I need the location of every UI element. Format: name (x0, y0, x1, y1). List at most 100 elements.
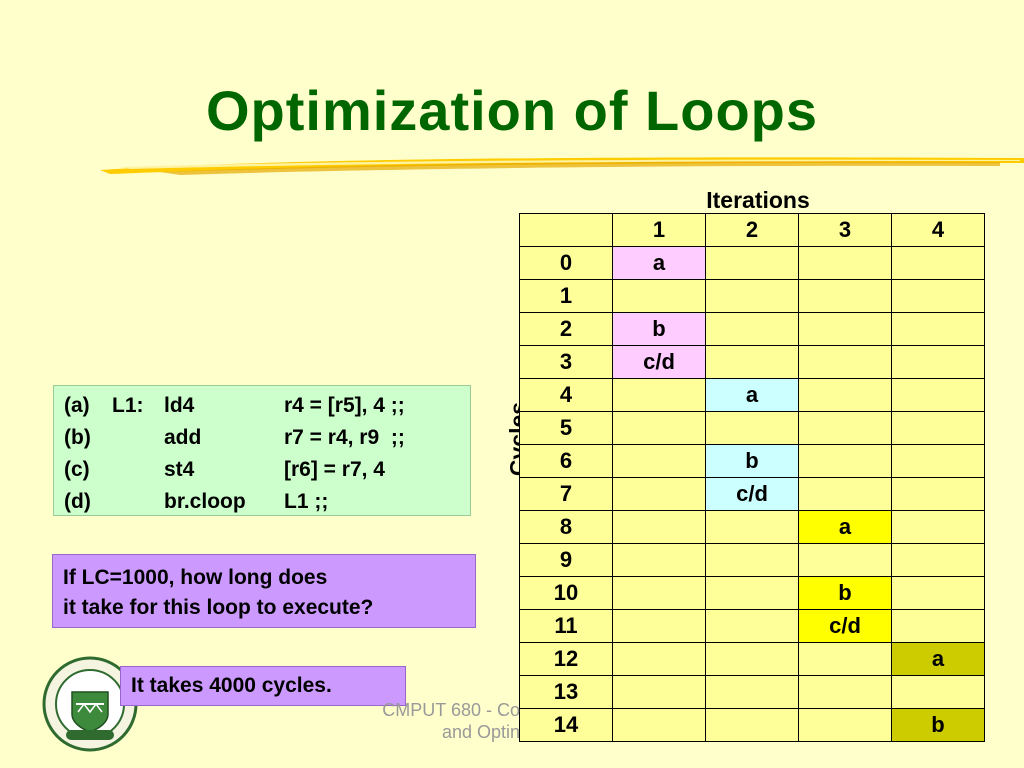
schedule-cell (705, 543, 799, 577)
table-row: 13 (519, 675, 985, 709)
schedule-cell (612, 576, 706, 610)
code-line: (c) st4 [r6] = r7, 4 (64, 458, 460, 490)
table-row: 1 (519, 279, 985, 313)
schedule-cell (705, 708, 799, 742)
schedule-cell (705, 576, 799, 610)
schedule-cell (612, 510, 706, 544)
code-opcode: add (164, 426, 202, 449)
schedule-cell (891, 279, 985, 313)
schedule-cell: a (612, 246, 706, 280)
schedule-cell (798, 444, 892, 478)
code-line: (b) add r7 = r4, r9 ;; (64, 426, 460, 458)
schedule-cell (705, 345, 799, 379)
schedule-cell (612, 378, 706, 412)
schedule-cell (891, 510, 985, 544)
schedule-cell (612, 543, 706, 577)
footer-course-text-line2: and Optin (441, 722, 520, 742)
schedule-cell (612, 477, 706, 511)
answer-box: It takes 4000 cycles. (120, 666, 406, 706)
cycle-number-cell: 13 (519, 675, 613, 709)
question-line: If LC=1000, how long does (63, 566, 328, 589)
schedule-cell: b (705, 444, 799, 478)
schedule-cell (891, 543, 985, 577)
schedule-cell (891, 675, 985, 709)
schedule-cell (612, 675, 706, 709)
cycle-number-cell: 14 (519, 708, 613, 742)
footer-course-text: CMPUT 680 - Co (382, 700, 520, 720)
schedule-cell (798, 675, 892, 709)
code-opcode: br.cloop (164, 490, 246, 513)
code-listing: (a) L1: ld4 r4 = [r5], 4 ;; (b) add r7 = r4, r… (53, 385, 471, 516)
code-operands: L1 ;; (284, 490, 329, 513)
code-line: (a) L1: ld4 r4 = [r5], 4 ;; (64, 394, 460, 426)
table-row: 10 b (519, 576, 985, 610)
cycle-number-cell: 7 (519, 477, 613, 511)
question-line: it take for this loop to execute? (63, 596, 374, 619)
schedule-cell (705, 312, 799, 346)
cycle-number-cell: 2 (519, 312, 613, 346)
code-label: (c) (64, 458, 90, 481)
schedule-cell (891, 312, 985, 346)
code-line: (d) br.cloop L1 ;; (64, 490, 460, 522)
schedule-cell (798, 708, 892, 742)
schedule-cell (705, 246, 799, 280)
table-row: 9 (519, 543, 985, 577)
cycle-number-cell: 0 (519, 246, 613, 280)
schedule-cell (798, 477, 892, 511)
cycle-number-cell: 12 (519, 642, 613, 676)
schedule-cell: b (612, 312, 706, 346)
schedule-cell (891, 246, 985, 280)
schedule-cell: b (891, 708, 985, 742)
iteration-header-cell: 2 (705, 213, 799, 247)
schedule-cell: b (798, 576, 892, 610)
schedule-cell (705, 642, 799, 676)
schedule-cell: a (798, 510, 892, 544)
cycle-number-cell: 5 (519, 411, 613, 445)
schedule-cell (705, 609, 799, 643)
schedule-cell (891, 411, 985, 445)
schedule-cell (612, 708, 706, 742)
schedule-cell (891, 345, 985, 379)
schedule-cell (798, 279, 892, 313)
schedule-cell (798, 642, 892, 676)
code-opcode: ld4 (164, 394, 195, 417)
schedule-cell: c/d (705, 477, 799, 511)
page-title: Optimization of Loops (205, 79, 819, 142)
iteration-header-cell: 3 (798, 213, 892, 247)
schedule-cell (612, 444, 706, 478)
cycle-number-cell: 3 (519, 345, 613, 379)
question-box: If LC=1000, how long does it take for th… (52, 554, 476, 628)
title-underline-decoration (100, 157, 1024, 175)
table-row: 12 a (519, 642, 985, 676)
code-operands: r7 = r4, r9 ;; (284, 426, 405, 449)
schedule-cell: c/d (798, 609, 892, 643)
cycle-number-cell: 10 (519, 576, 613, 610)
schedule-cell: a (891, 642, 985, 676)
schedule-cell (798, 312, 892, 346)
code-label: (a) (64, 394, 90, 417)
schedule-cell (705, 510, 799, 544)
table-row: 5 (519, 411, 985, 445)
cycle-number-cell: 9 (519, 543, 613, 577)
code-operands: [r6] = r7, 4 (284, 458, 385, 481)
schedule-cell: c/d (612, 345, 706, 379)
schedule-cell (891, 609, 985, 643)
table-row: 11 c/d (519, 609, 985, 643)
table-row: 7 c/d (519, 477, 985, 511)
schedule-cell (705, 279, 799, 313)
cycle-number-cell: 8 (519, 510, 613, 544)
iteration-header-cell: 1 (612, 213, 706, 247)
code-operands: r4 = [r5], 4 ;; (284, 394, 405, 417)
schedule-cell (798, 378, 892, 412)
code-label: (b) (64, 426, 91, 449)
iterations-label: Iterations (706, 187, 810, 213)
cycle-number-cell: 11 (519, 609, 613, 643)
table-row: 14 b (519, 708, 985, 742)
schedule-cell (612, 411, 706, 445)
cycle-number-cell: 6 (519, 444, 613, 478)
